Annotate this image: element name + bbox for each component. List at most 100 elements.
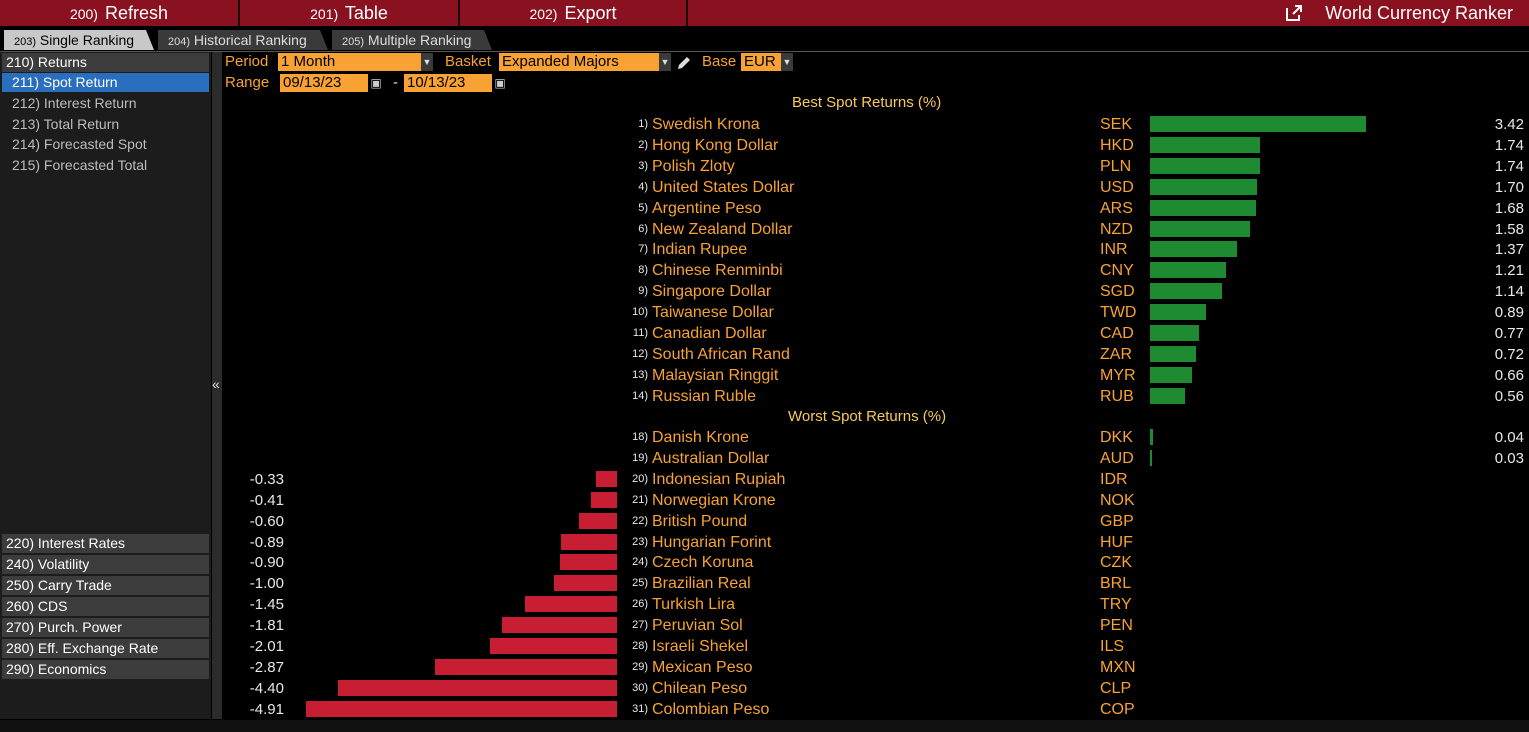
currency-name[interactable]: Taiwanese Dollar xyxy=(652,304,774,322)
collapse-icon[interactable]: « xyxy=(212,376,220,392)
sidebar-divider[interactable]: « xyxy=(212,52,222,719)
table-row[interactable]: 14) Russian Ruble RUB 0.56 xyxy=(222,386,1529,407)
currency-name[interactable]: Polish Zloty xyxy=(652,157,735,175)
table-row[interactable]: 9) Singapore Dollar SGD 1.14 xyxy=(222,281,1529,302)
sidebar-item-eff-exchange-rate[interactable]: 280) Eff. Exchange Rate xyxy=(2,639,209,658)
currency-name[interactable]: Peruvian Sol xyxy=(652,617,743,635)
calendar-icon[interactable]: ▣ xyxy=(370,76,382,90)
base-select[interactable]: EUR ▼ xyxy=(741,53,793,71)
table-row[interactable]: 7) Indian Rupee INR 1.37 xyxy=(222,239,1529,260)
return-value: -0.41 xyxy=(249,491,284,509)
sidebar-item-cds[interactable]: 260) CDS xyxy=(2,597,209,616)
sidebar-item-interest-rates[interactable]: 220) Interest Rates xyxy=(2,534,209,553)
table-row[interactable]: 2) Hong Kong Dollar HKD 1.74 xyxy=(222,135,1529,156)
table-row[interactable]: 24) Czech Koruna CZK -0.90 xyxy=(222,552,1529,573)
table-row[interactable]: 30) Chilean Peso CLP -4.40 xyxy=(222,678,1529,699)
table-row[interactable]: 19) Australian Dollar AUD 0.03 xyxy=(222,448,1529,469)
table-row[interactable]: 12) South African Rand ZAR 0.72 xyxy=(222,344,1529,365)
currency-name[interactable]: Mexican Peso xyxy=(652,658,753,676)
currency-name[interactable]: Canadian Dollar xyxy=(652,325,767,342)
positive-bar xyxy=(1150,304,1207,321)
table-row[interactable]: 22) British Pound GBP -0.60 xyxy=(222,511,1529,532)
currency-name[interactable]: Czech Koruna xyxy=(652,554,754,572)
currency-name[interactable]: Malaysian Ringgit xyxy=(652,366,779,384)
period-select[interactable]: 1 Month ▼ xyxy=(278,53,433,71)
return-value: -1.00 xyxy=(249,575,284,593)
currency-name[interactable]: Chinese Renminbi xyxy=(652,262,783,280)
sidebar-item-total-return[interactable]: 213) Total Return xyxy=(12,116,120,132)
chevron-down-icon[interactable]: ▼ xyxy=(659,53,671,71)
chevron-down-icon[interactable]: ▼ xyxy=(421,53,433,71)
currency-name[interactable]: Danish Krone xyxy=(652,429,749,446)
external-link-icon[interactable] xyxy=(1285,4,1303,22)
sidebar-item-spot-return[interactable]: 211) Spot Return xyxy=(2,73,209,92)
currency-name[interactable]: British Pound xyxy=(652,512,748,530)
table-row[interactable]: 28) Israeli Shekel ILS -2.01 xyxy=(222,636,1529,657)
range-from-input[interactable]: 09/13/23 xyxy=(280,74,368,92)
table-row[interactable]: 8) Chinese Renminbi CNY 1.21 xyxy=(222,260,1529,281)
chevron-down-icon[interactable]: ▼ xyxy=(781,53,793,71)
table-row[interactable]: 31) Colombian Peso COP -4.91 xyxy=(222,699,1529,720)
table-row[interactable]: 1) Swedish Krona SEK 3.42 xyxy=(222,114,1529,135)
currency-code: TRY xyxy=(1100,596,1132,614)
table-row[interactable]: 13) Malaysian Ringgit MYR 0.66 xyxy=(222,365,1529,386)
table-row[interactable]: 21) Norwegian Krone NOK -0.41 xyxy=(222,490,1529,511)
sidebar-item-forecasted-spot[interactable]: 214) Forecasted Spot xyxy=(12,136,147,152)
table-row[interactable]: 20) Indonesian Rupiah IDR -0.33 xyxy=(222,469,1529,490)
currency-name[interactable]: Australian Dollar xyxy=(652,449,770,467)
positive-bar xyxy=(1150,449,1152,466)
table-row[interactable]: 11) Canadian Dollar CAD 0.77 xyxy=(222,323,1529,344)
currency-name[interactable]: Russian Ruble xyxy=(652,387,757,405)
table-row[interactable]: 5) Argentine Peso ARS 1.68 xyxy=(222,198,1529,219)
sidebar-item-economics[interactable]: 290) Economics xyxy=(2,660,209,679)
table-row[interactable]: 29) Mexican Peso MXN -2.87 xyxy=(222,657,1529,678)
refresh-button[interactable]: 200) Refresh xyxy=(0,0,238,26)
basket-select[interactable]: Expanded Majors ▼ xyxy=(499,53,671,71)
sidebar-item-volatility[interactable]: 240) Volatility xyxy=(2,555,209,574)
table-row[interactable]: 6) New Zealand Dollar NZD 1.58 xyxy=(222,219,1529,240)
tab-historical-ranking[interactable]: 204) Historical Ranking xyxy=(158,30,328,50)
table-row[interactable]: 18) Danish Krone DKK 0.04 xyxy=(222,427,1529,448)
sidebar-item-carry-trade[interactable]: 250) Carry Trade xyxy=(2,576,209,595)
table-button[interactable]: 201) Table xyxy=(240,0,458,26)
sidebar-item-purch-power[interactable]: 270) Purch. Power xyxy=(2,618,209,637)
calendar-icon[interactable]: ▣ xyxy=(494,76,506,90)
currency-name[interactable]: Argentine Peso xyxy=(652,199,762,217)
tab-number: 205) xyxy=(342,36,365,48)
currency-name[interactable]: Singapore Dollar xyxy=(652,283,772,301)
currency-name[interactable]: Indonesian Rupiah xyxy=(652,470,786,488)
table-row[interactable]: 27) Peruvian Sol PEN -1.81 xyxy=(222,615,1529,636)
currency-name[interactable]: Colombian Peso xyxy=(652,700,770,718)
currency-name[interactable]: Hong Kong Dollar xyxy=(652,136,779,154)
currency-name[interactable]: Norwegian Krone xyxy=(652,491,776,509)
table-row[interactable]: 23) Hungarian Forint HUF -0.89 xyxy=(222,532,1529,553)
table-row[interactable]: 3) Polish Zloty PLN 1.74 xyxy=(222,156,1529,177)
currency-name[interactable]: Turkish Lira xyxy=(652,596,735,614)
currency-code: MYR xyxy=(1100,366,1136,384)
currency-name[interactable]: South African Rand xyxy=(652,345,790,363)
export-button[interactable]: 202) Export xyxy=(460,0,686,26)
pencil-icon[interactable] xyxy=(676,55,692,71)
currency-name[interactable]: Hungarian Forint xyxy=(652,533,772,551)
table-row[interactable]: 4) United States Dollar USD 1.70 xyxy=(222,177,1529,198)
currency-name[interactable]: Indian Rupee xyxy=(652,241,748,259)
table-row[interactable]: 10) Taiwanese Dollar TWD 0.89 xyxy=(222,302,1529,323)
sidebar-returns-header[interactable]: 210) Returns xyxy=(2,53,209,72)
tab-single-ranking[interactable]: 203) Single Ranking xyxy=(4,30,154,50)
sidebar-item-interest-return[interactable]: 212) Interest Return xyxy=(12,95,137,111)
sidebar-item-forecasted-total[interactable]: 215) Forecasted Total xyxy=(12,157,148,173)
rank-number: 30) xyxy=(632,681,648,694)
rank-number: 24) xyxy=(632,556,648,569)
rank-number: 8) xyxy=(638,264,648,277)
range-to-input[interactable]: 10/13/23 xyxy=(404,74,492,92)
currency-name[interactable]: United States Dollar xyxy=(652,178,795,196)
currency-name[interactable]: Chilean Peso xyxy=(652,679,748,697)
currency-name[interactable]: Swedish Krona xyxy=(652,116,760,133)
table-row[interactable]: 26) Turkish Lira TRY -1.45 xyxy=(222,594,1529,615)
table-row[interactable]: 25) Brazilian Real BRL -1.00 xyxy=(222,573,1529,594)
negative-bar xyxy=(338,679,617,696)
tab-multiple-ranking[interactable]: 205) Multiple Ranking xyxy=(332,30,492,50)
currency-name[interactable]: Israeli Shekel xyxy=(652,638,749,655)
currency-name[interactable]: New Zealand Dollar xyxy=(652,220,793,238)
currency-name[interactable]: Brazilian Real xyxy=(652,575,751,593)
